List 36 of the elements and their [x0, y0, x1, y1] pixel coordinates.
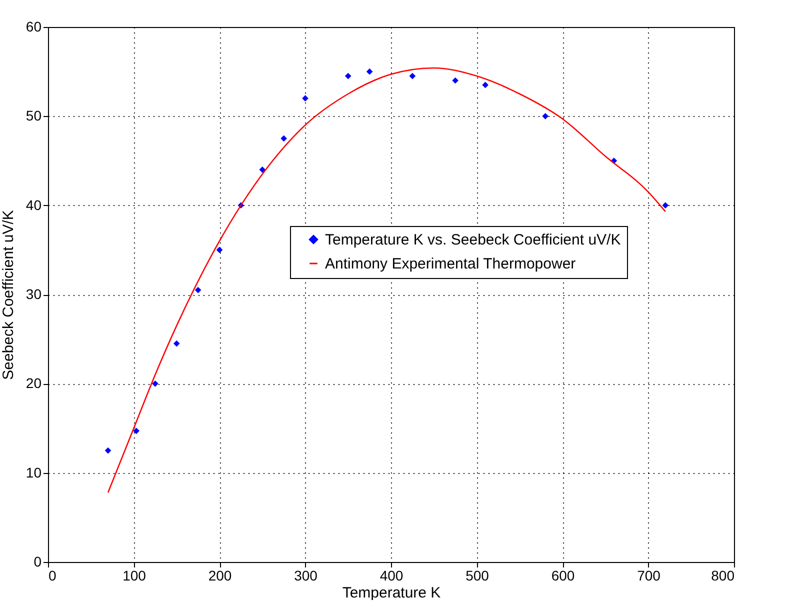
point [152, 380, 158, 387]
legend-label: Temperature K vs. Seebeck Coefficient uV/K [325, 232, 621, 248]
point [542, 113, 549, 120]
x-tick-label: 500 [466, 568, 490, 584]
y-axis-title: Seebeck Coefficient uV/K [0, 210, 17, 380]
x-tick-label: 600 [551, 568, 575, 584]
y-tick-label: 50 [26, 108, 42, 124]
x-tick-label: 0 [48, 568, 56, 584]
x-tick-label: 800 [711, 568, 735, 584]
point [280, 135, 287, 142]
x-tick-label: 100 [122, 568, 146, 584]
y-tick-label: 30 [26, 286, 42, 302]
point [482, 82, 488, 88]
point [216, 246, 223, 254]
x-tick-label: 200 [208, 568, 232, 584]
point [133, 428, 140, 434]
y-tick-label: 20 [26, 375, 42, 392]
point [194, 286, 202, 294]
point [662, 202, 669, 208]
y-tick-label: 60 [26, 18, 42, 34]
point [104, 447, 112, 454]
point [302, 95, 308, 102]
y-tick-label: 0 [34, 554, 42, 570]
point [259, 166, 266, 173]
y-tick-label: 40 [26, 196, 42, 213]
x-tick-label: 700 [637, 568, 661, 584]
legend-label: Antimony Experimental Thermopower [325, 256, 576, 272]
point [452, 77, 458, 84]
point [344, 72, 352, 80]
line-series [107, 67, 666, 494]
point [366, 68, 373, 75]
point [409, 72, 416, 80]
x-tick-label: 300 [294, 568, 318, 584]
y-tick-label: 10 [26, 464, 42, 480]
x-tick-label: 400 [380, 568, 404, 584]
point [173, 340, 180, 347]
